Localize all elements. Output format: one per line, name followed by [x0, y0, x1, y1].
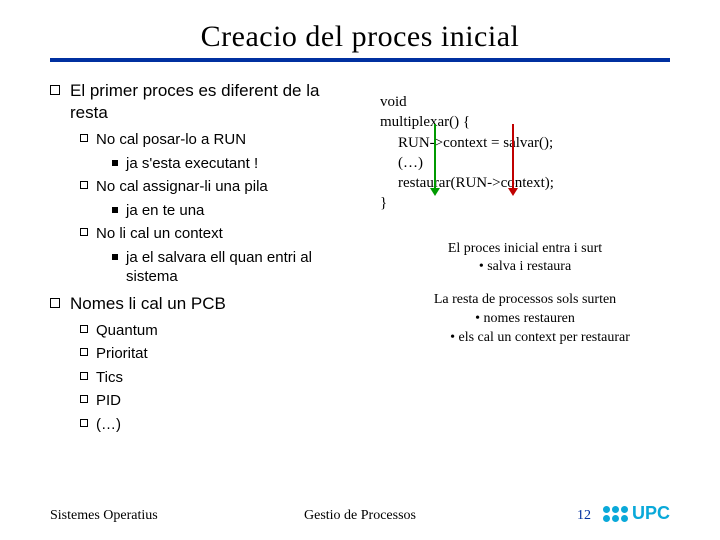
bullet-text: No li cal un context: [96, 224, 360, 244]
code-line: (…): [380, 153, 670, 173]
bullet-item: No li cal un context: [80, 224, 360, 244]
note-2: La resta de processos sols surten • nome…: [380, 291, 670, 348]
page-number: 12: [577, 508, 591, 524]
left-column: El primer proces es diferent de la resta…: [50, 80, 360, 438]
note-line: El proces inicial entra i surt: [380, 240, 670, 259]
bullet-marker: [80, 325, 88, 333]
bullet-item: Prioritat: [80, 344, 360, 364]
bullet-marker: [50, 298, 60, 308]
right-column: void multiplexar() { RUN->context = salv…: [370, 80, 670, 438]
bullet-subitem: ja s'esta executant !: [112, 154, 360, 174]
upc-logo: UPC: [603, 503, 670, 524]
slide-title: Creacio del proces inicial: [50, 20, 670, 54]
bullet-marker: [112, 160, 118, 166]
footer-center: Gestio de Processos: [304, 508, 416, 524]
bullet-subitem: ja el salvara ell quan entri al sistema: [112, 248, 360, 287]
code-line: restaurar(RUN->context);: [380, 173, 670, 193]
bullet-item: Quantum: [80, 321, 360, 341]
bullet-text: (…): [96, 415, 360, 435]
bullet-text: ja el salvara ell quan entri al sistema: [126, 248, 360, 287]
bullet-text: Tics: [96, 368, 360, 388]
bullet-text: No cal assignar-li una pila: [96, 177, 360, 197]
title-underline: [50, 58, 670, 62]
bullet-text: No cal posar-lo a RUN: [96, 130, 360, 150]
footer-left: Sistemes Operatius: [50, 508, 158, 524]
bullet-marker: [80, 181, 88, 189]
code-block: void multiplexar() { RUN->context = salv…: [380, 92, 670, 214]
bullet-marker: [80, 228, 88, 236]
logo-dots: [603, 506, 628, 522]
bullet-text: ja s'esta executant !: [126, 154, 360, 174]
code-line: multiplexar() {: [380, 112, 670, 132]
code-line: RUN->context = salvar();: [380, 133, 670, 153]
code-line: }: [380, 193, 670, 213]
note-line: • nomes restauren: [380, 310, 670, 329]
note-line: • salva i restaura: [380, 258, 670, 277]
bullet-marker: [80, 395, 88, 403]
bullet-marker: [112, 207, 118, 213]
bullet-item: PID: [80, 391, 360, 411]
bullet-marker: [80, 348, 88, 356]
bullet-heading-2: Nomes li cal un PCB: [50, 293, 360, 315]
bullet-marker: [50, 85, 60, 95]
code-line: void: [380, 92, 670, 112]
bullet-subitem: ja en te una: [112, 201, 360, 221]
bullet-text: PID: [96, 391, 360, 411]
footer: Sistemes Operatius Gestio de Processos 1…: [50, 503, 670, 524]
bullet-marker: [80, 419, 88, 427]
bullet-heading-1: El primer proces es diferent de la resta: [50, 80, 360, 124]
bullet-text: Nomes li cal un PCB: [70, 293, 360, 315]
bullet-marker: [112, 254, 118, 260]
bullet-text: ja en te una: [126, 201, 360, 221]
note-line: La resta de processos sols surten: [380, 291, 670, 310]
bullet-item: No cal assignar-li una pila: [80, 177, 360, 197]
bullet-text: Prioritat: [96, 344, 360, 364]
logo-text: UPC: [632, 503, 670, 524]
bullet-marker: [80, 134, 88, 142]
bullet-text: El primer proces es diferent de la resta: [70, 80, 360, 124]
bullet-item: (…): [80, 415, 360, 435]
bullet-marker: [80, 372, 88, 380]
content: El primer proces es diferent de la resta…: [50, 80, 670, 438]
bullet-item: Tics: [80, 368, 360, 388]
bullet-text: Quantum: [96, 321, 360, 341]
note-line: • els cal un context per restaurar: [380, 329, 670, 348]
bullet-item: No cal posar-lo a RUN: [80, 130, 360, 150]
note-1: El proces inicial entra i surt • salva i…: [380, 240, 670, 278]
